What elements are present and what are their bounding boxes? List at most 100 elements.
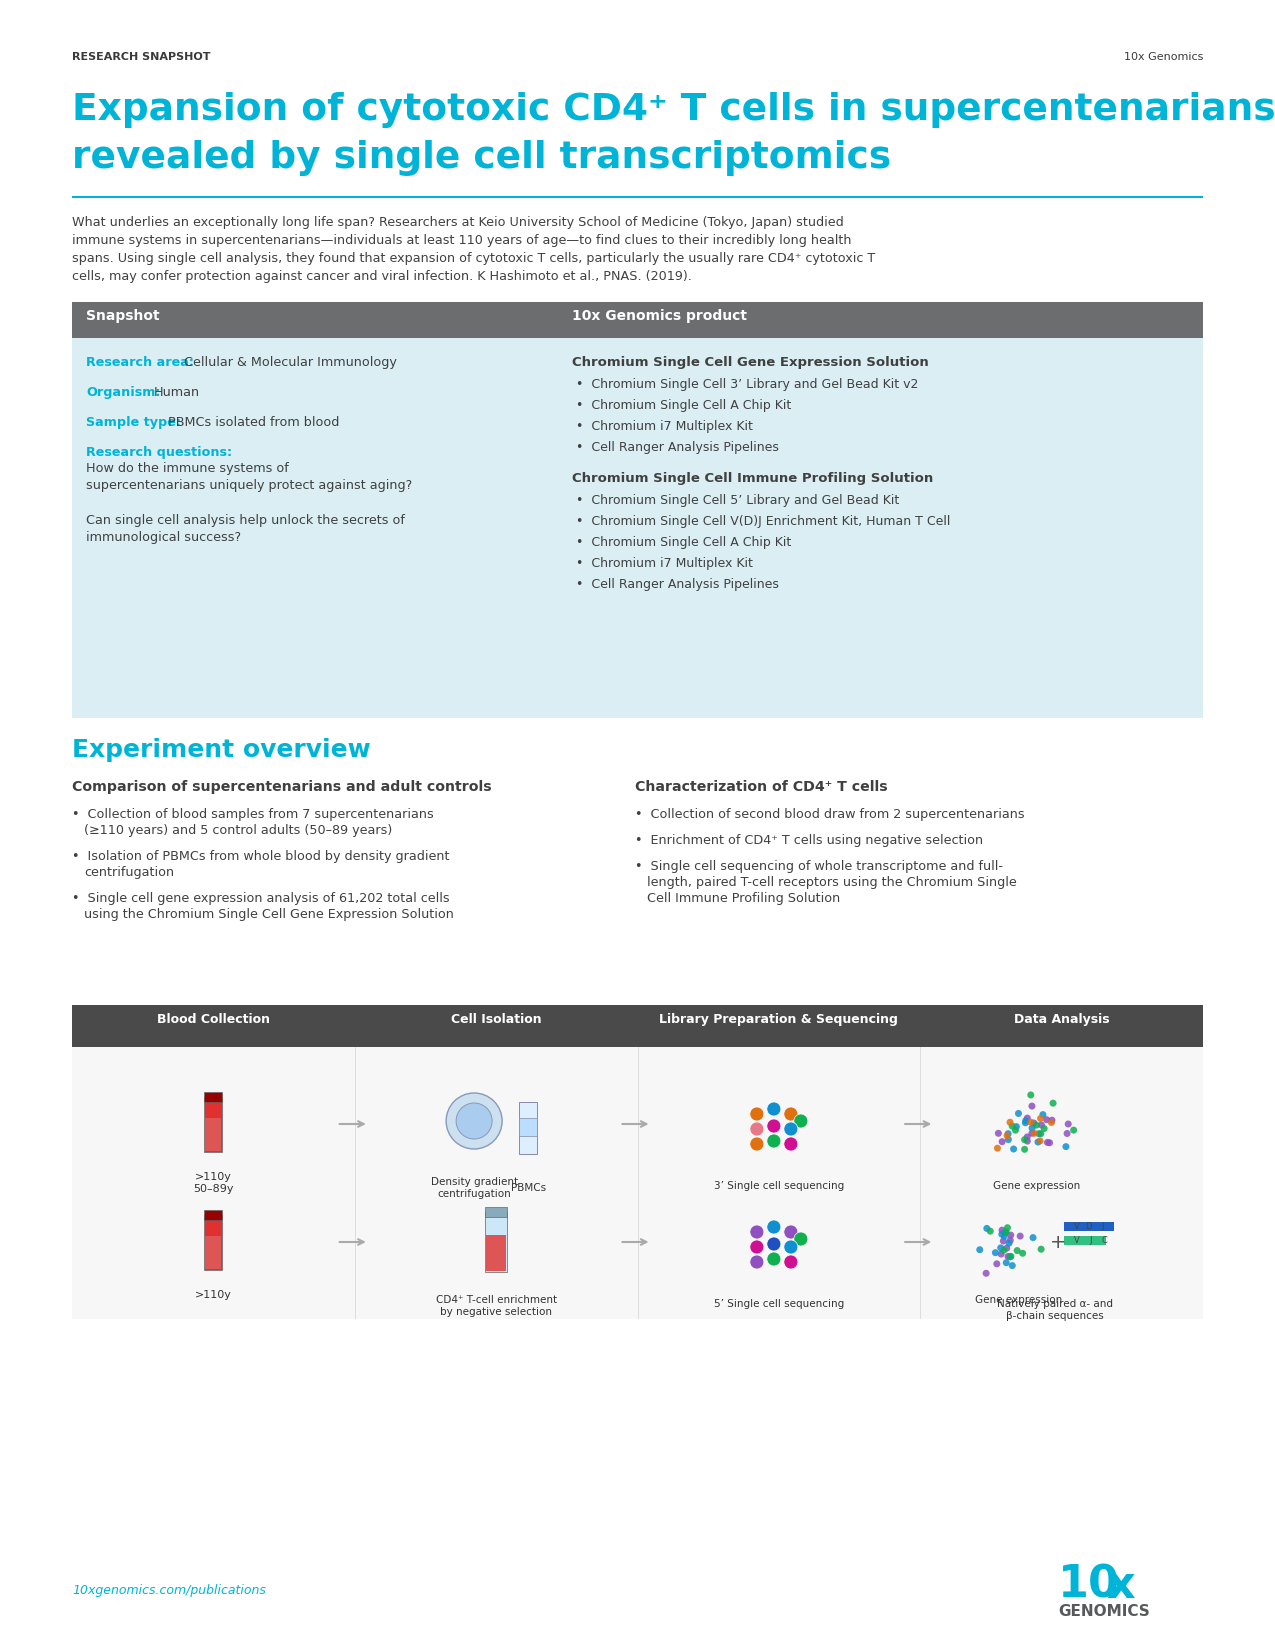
Circle shape (1038, 1130, 1044, 1137)
Circle shape (750, 1224, 764, 1239)
Bar (1063, 1223, 1113, 1231)
Text: •  Chromium Single Cell A Chip Kit: • Chromium Single Cell A Chip Kit (576, 536, 792, 549)
Circle shape (1048, 1119, 1054, 1125)
Circle shape (1049, 1099, 1057, 1107)
Text: •  Cell Ranger Analysis Pipelines: • Cell Ranger Analysis Pipelines (576, 441, 779, 454)
Circle shape (1063, 1130, 1071, 1137)
Text: x: x (1105, 1564, 1135, 1607)
Circle shape (1040, 1125, 1048, 1132)
Circle shape (1043, 1115, 1051, 1124)
Circle shape (1021, 1145, 1028, 1153)
Bar (484, 1208, 507, 1218)
Bar (205, 1236, 222, 1269)
Text: PBMCs isolated from blood: PBMCs isolated from blood (168, 416, 339, 429)
Text: D: D (1085, 1223, 1091, 1231)
Text: Cellular & Molecular Immunology: Cellular & Molecular Immunology (184, 356, 397, 370)
Circle shape (1006, 1239, 1012, 1247)
Bar (519, 1102, 537, 1153)
Circle shape (977, 1246, 983, 1254)
Bar (71, 195, 1204, 198)
Circle shape (1024, 1115, 1030, 1122)
Circle shape (1009, 1122, 1016, 1130)
Text: >110y: >110y (195, 1290, 232, 1300)
Text: Chromium Single Cell Immune Profiling Solution: Chromium Single Cell Immune Profiling So… (572, 472, 933, 485)
Text: centrifugation: centrifugation (437, 1190, 511, 1200)
Circle shape (1016, 1233, 1024, 1239)
Circle shape (784, 1107, 798, 1120)
Text: cells, may confer protection against cancer and viral infection. K Hashimoto et : cells, may confer protection against can… (71, 271, 692, 284)
Text: •  Collection of second blood draw from 2 supercentenarians: • Collection of second blood draw from 2… (635, 808, 1025, 822)
Text: 50–89y: 50–89y (193, 1185, 233, 1195)
Text: Cell Isolation: Cell Isolation (451, 1013, 542, 1026)
Circle shape (766, 1134, 780, 1148)
Circle shape (1028, 1119, 1034, 1125)
Text: •  Enrichment of CD4⁺ T cells using negative selection: • Enrichment of CD4⁺ T cells using negat… (635, 833, 983, 846)
Circle shape (1030, 1119, 1038, 1127)
Circle shape (1048, 1117, 1056, 1124)
Circle shape (1030, 1130, 1038, 1137)
Circle shape (1005, 1252, 1011, 1261)
Circle shape (1003, 1224, 1011, 1231)
Circle shape (1002, 1259, 1010, 1266)
Text: •  Chromium i7 Multiplex Kit: • Chromium i7 Multiplex Kit (576, 421, 754, 432)
Circle shape (1038, 1246, 1044, 1252)
Circle shape (1023, 1117, 1029, 1124)
Bar (71, 1048, 1204, 1318)
Circle shape (987, 1228, 993, 1234)
Text: length, paired T-cell receptors using the Chromium Single: length, paired T-cell receptors using th… (646, 876, 1016, 889)
Text: (≥110 years) and 5 control adults (50–89 years): (≥110 years) and 5 control adults (50–89… (84, 823, 393, 837)
Circle shape (446, 1092, 502, 1148)
Text: Library Preparation & Sequencing: Library Preparation & Sequencing (659, 1013, 899, 1026)
Text: 10xgenomics.com/publications: 10xgenomics.com/publications (71, 1584, 266, 1597)
Circle shape (998, 1231, 1005, 1238)
Circle shape (994, 1130, 1002, 1137)
Text: Expansion of cytotoxic CD4⁺ T cells in supercentenarians: Expansion of cytotoxic CD4⁺ T cells in s… (71, 92, 1275, 129)
Text: using the Chromium Single Cell Gene Expression Solution: using the Chromium Single Cell Gene Expr… (84, 908, 454, 921)
Text: •  Single cell gene expression analysis of 61,202 total cells: • Single cell gene expression analysis o… (71, 893, 450, 904)
Text: Natively paired α- and: Natively paired α- and (997, 1299, 1113, 1308)
Circle shape (1003, 1244, 1010, 1252)
Text: V: V (1074, 1223, 1080, 1231)
Bar (204, 1209, 222, 1219)
Circle shape (1012, 1127, 1019, 1134)
Circle shape (1044, 1138, 1051, 1145)
Text: >110y: >110y (195, 1172, 232, 1181)
Circle shape (1012, 1124, 1020, 1130)
Text: •  Single cell sequencing of whole transcriptome and full-: • Single cell sequencing of whole transc… (635, 860, 1003, 873)
Circle shape (1037, 1137, 1043, 1145)
Circle shape (1010, 1145, 1017, 1152)
Text: Human: Human (154, 386, 200, 399)
Circle shape (750, 1107, 764, 1120)
Circle shape (1028, 1091, 1034, 1099)
Bar (1063, 1236, 1105, 1246)
Circle shape (1046, 1138, 1053, 1147)
Circle shape (766, 1119, 780, 1134)
Circle shape (1019, 1249, 1026, 1257)
Circle shape (1065, 1120, 1072, 1127)
Circle shape (784, 1256, 798, 1269)
Circle shape (1029, 1234, 1037, 1241)
Circle shape (784, 1241, 798, 1254)
Text: 10x Genomics: 10x Genomics (1123, 53, 1204, 63)
Circle shape (983, 1270, 989, 1277)
Bar (205, 1117, 222, 1150)
Circle shape (1007, 1252, 1015, 1261)
Circle shape (1037, 1115, 1044, 1122)
Text: Snapshot: Snapshot (85, 309, 159, 323)
Text: centrifugation: centrifugation (84, 866, 175, 879)
Text: Density gradient: Density gradient (431, 1176, 518, 1186)
Text: β-chain sequences: β-chain sequences (1006, 1312, 1103, 1322)
Text: Cell Immune Profiling Solution: Cell Immune Profiling Solution (646, 893, 840, 904)
Bar (204, 1092, 222, 1102)
Text: immune systems in supercentenarians—individuals at least 110 years of age—to fin: immune systems in supercentenarians—indi… (71, 234, 852, 248)
Circle shape (766, 1238, 780, 1251)
Bar (204, 1214, 222, 1269)
Text: 3’ Single cell sequencing: 3’ Single cell sequencing (714, 1181, 844, 1191)
Text: Experiment overview: Experiment overview (71, 738, 371, 762)
Circle shape (997, 1251, 1005, 1257)
Circle shape (1005, 1137, 1012, 1143)
Text: C: C (1102, 1236, 1108, 1246)
Circle shape (1002, 1229, 1009, 1236)
Text: +: + (1051, 1233, 1067, 1251)
Bar (486, 1234, 506, 1270)
